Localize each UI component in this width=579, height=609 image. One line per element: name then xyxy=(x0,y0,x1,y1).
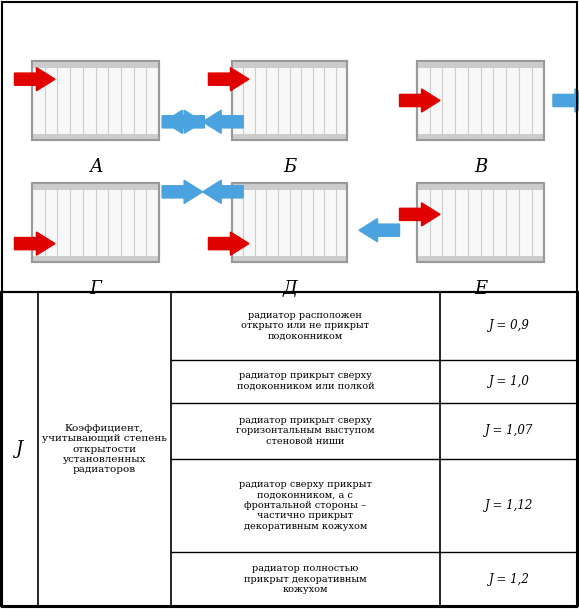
FancyArrow shape xyxy=(400,89,440,112)
Bar xyxy=(417,61,544,68)
Text: радиатор прикрыт сверху
горизонтальным выступом
стеновой ниши: радиатор прикрыт сверху горизонтальным в… xyxy=(236,416,375,446)
Bar xyxy=(232,61,347,140)
Text: Коэффициент,
учитывающий степень
открытости
установленных
радиаторов: Коэффициент, учитывающий степень открыто… xyxy=(42,424,167,474)
FancyArrow shape xyxy=(208,68,249,91)
Bar xyxy=(417,256,544,262)
Text: Б: Б xyxy=(283,158,296,177)
Text: радиатор полностью
прикрыт декоративным
кожухом: радиатор полностью прикрыт декоративным … xyxy=(244,564,367,594)
Text: А: А xyxy=(89,158,102,177)
Bar xyxy=(232,256,347,262)
Text: J = 1,0: J = 1,0 xyxy=(489,375,530,388)
FancyArrow shape xyxy=(553,89,579,112)
Bar xyxy=(32,61,159,140)
Bar xyxy=(0,292,579,606)
Bar xyxy=(417,183,544,262)
Text: J: J xyxy=(15,440,23,458)
Text: J = 1,12: J = 1,12 xyxy=(485,499,534,512)
Text: радиатор прикрыт сверху
подоконником или полкой: радиатор прикрыт сверху подоконником или… xyxy=(237,371,374,391)
Text: J = 0,9: J = 0,9 xyxy=(489,320,530,333)
Bar xyxy=(32,61,159,140)
FancyArrow shape xyxy=(208,232,249,255)
FancyArrow shape xyxy=(162,180,203,203)
Bar xyxy=(32,256,159,262)
Bar xyxy=(232,134,347,140)
Bar xyxy=(232,183,347,262)
Text: Д: Д xyxy=(282,280,297,298)
Text: Е: Е xyxy=(474,280,487,298)
FancyArrow shape xyxy=(203,110,243,133)
Bar xyxy=(417,134,544,140)
FancyArrow shape xyxy=(14,232,55,255)
FancyArrow shape xyxy=(14,68,55,91)
Bar xyxy=(32,183,159,262)
Bar xyxy=(417,61,544,140)
FancyArrow shape xyxy=(162,110,203,133)
Text: Г: Г xyxy=(90,280,101,298)
FancyArrow shape xyxy=(164,110,204,133)
FancyArrow shape xyxy=(400,203,440,226)
Bar xyxy=(232,61,347,140)
Bar xyxy=(417,61,544,140)
Bar xyxy=(32,61,159,68)
Text: радиатор расположен
открыто или не прикрыт
подоконником: радиатор расположен открыто или не прикр… xyxy=(241,311,369,341)
Bar xyxy=(232,61,347,68)
Text: J = 1,2: J = 1,2 xyxy=(489,572,530,586)
FancyArrow shape xyxy=(359,219,400,242)
Text: В: В xyxy=(474,158,487,177)
Bar xyxy=(32,183,159,262)
Bar xyxy=(32,134,159,140)
Bar xyxy=(232,183,347,190)
Bar xyxy=(32,183,159,190)
Text: радиатор сверху прикрыт
подоконником, а с
фронтальной стороны –
частично прикрыт: радиатор сверху прикрыт подоконником, а … xyxy=(239,481,372,531)
FancyArrow shape xyxy=(203,180,243,203)
Bar xyxy=(417,183,544,190)
Bar xyxy=(232,183,347,262)
Bar xyxy=(417,183,544,262)
Text: J = 1,07: J = 1,07 xyxy=(485,424,534,437)
